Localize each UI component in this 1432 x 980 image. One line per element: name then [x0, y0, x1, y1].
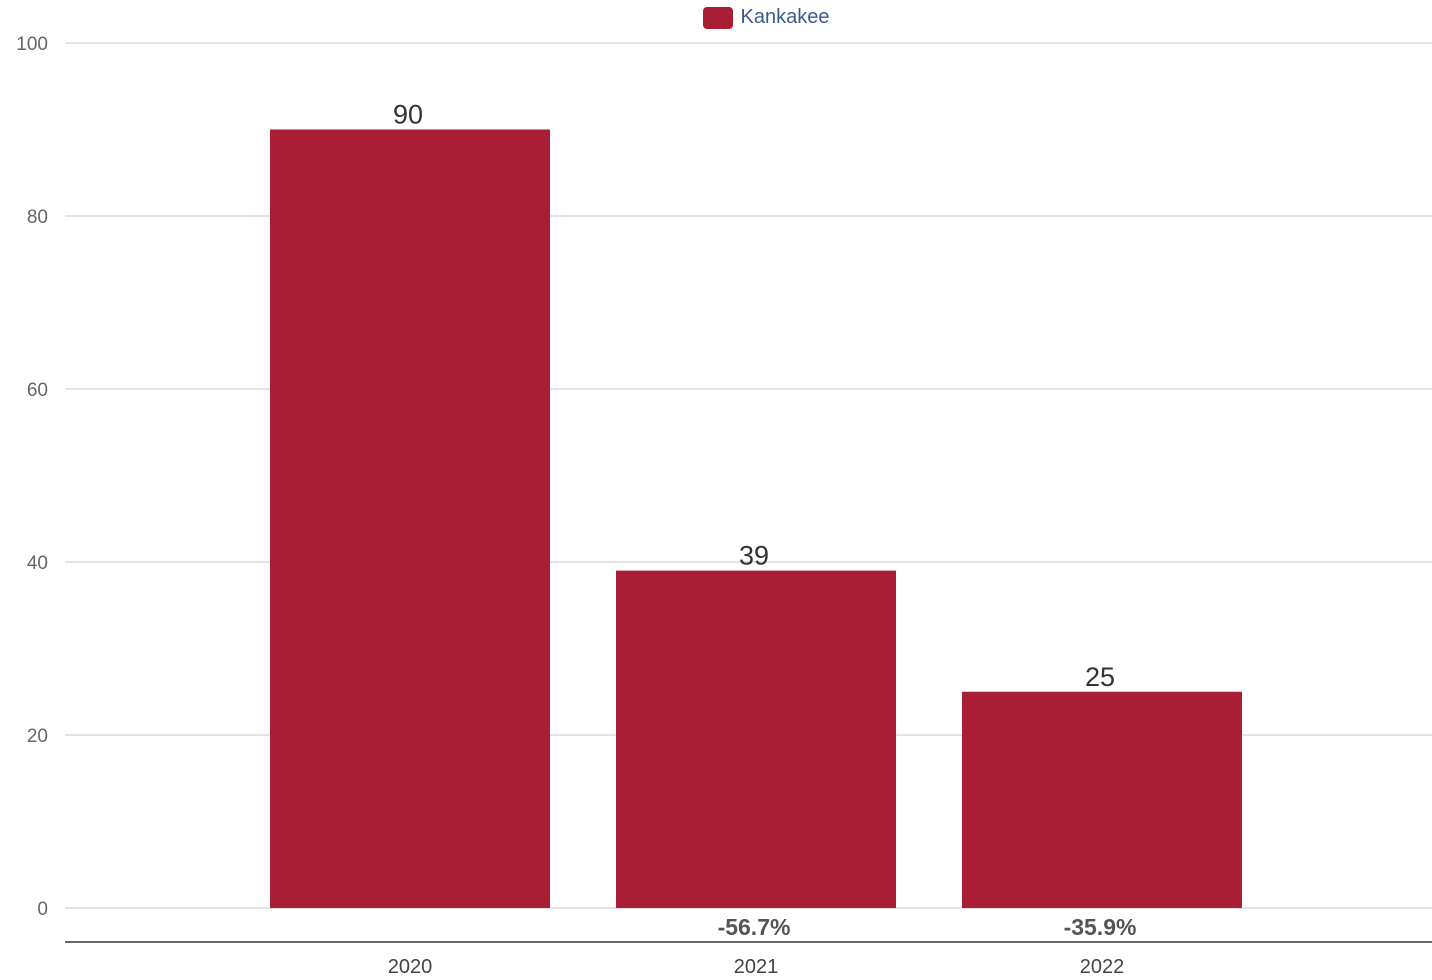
y-tick-label: 80	[27, 207, 48, 228]
legend: Kankakee	[0, 6, 1432, 29]
y-tick-label: 100	[16, 34, 48, 55]
y-tick-label: 0	[37, 899, 48, 920]
x-tick-label: 2022	[1080, 956, 1125, 978]
change-label: -35.9%	[1064, 914, 1137, 940]
x-tick-label: 2021	[734, 956, 779, 978]
y-tick-label: 40	[27, 553, 48, 574]
x-tick-label: 2020	[388, 956, 433, 978]
legend-swatch	[702, 6, 733, 29]
bar	[270, 129, 550, 908]
legend-label: Kankakee	[740, 6, 830, 28]
bar	[962, 691, 1242, 908]
change-label: -56.7%	[718, 914, 791, 940]
bar-value-label: 90	[393, 100, 423, 130]
y-tick-label: 20	[27, 726, 48, 747]
bar-value-label: 25	[1085, 662, 1115, 692]
y-tick-label: 60	[27, 380, 48, 401]
bar-value-label: 39	[739, 541, 769, 571]
bar	[616, 570, 896, 908]
